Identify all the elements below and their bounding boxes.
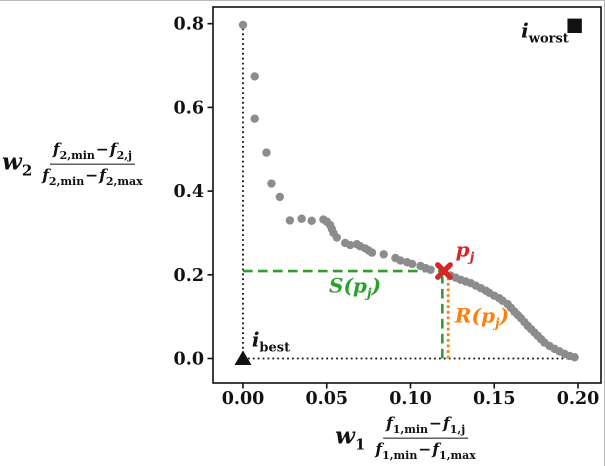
- x-tick-label: 0.20: [557, 389, 600, 409]
- pareto-front-point: [297, 214, 306, 223]
- r-pj-label: R(pj): [454, 303, 510, 332]
- pareto-front-point: [396, 256, 405, 265]
- i-best-marker: [234, 350, 252, 365]
- y-tick-label: 0.6: [174, 98, 204, 118]
- s-pj-label: S(pj): [329, 273, 382, 302]
- plot-frame: [212, 6, 602, 384]
- pareto-front-point: [275, 192, 285, 202]
- y-tick-label: 0.0: [174, 350, 204, 370]
- pareto-front-point: [379, 250, 388, 259]
- i-worst-marker: [567, 18, 582, 33]
- pareto-front-point: [262, 148, 271, 157]
- i-worst-label: iworst: [521, 18, 569, 47]
- p-j-marker: [435, 262, 453, 280]
- pareto-front-point: [570, 353, 579, 362]
- pareto-front-point: [426, 265, 435, 274]
- x-tick-label: 0.00: [222, 389, 265, 409]
- weight-symbol: w2: [2, 148, 33, 179]
- pareto-front-point: [332, 233, 341, 242]
- x-tick-label: 0.10: [389, 389, 432, 409]
- y-tick-label: 0.2: [174, 266, 204, 286]
- x-tick-label: 0.15: [473, 389, 516, 409]
- pareto-front-point: [346, 240, 355, 250]
- y-tick-label: 0.4: [174, 182, 204, 202]
- pareto-front-point: [285, 216, 295, 225]
- pareto-front-point: [250, 72, 259, 81]
- normalization-fraction: f2,min−f2,j f2,min−f2,max: [42, 139, 143, 188]
- pareto-front-point: [367, 248, 377, 257]
- i-best-label: ibest: [251, 327, 291, 356]
- pareto-front-point: [407, 259, 417, 269]
- pareto-front-point: [267, 179, 276, 188]
- y-axis-label: w2 f2,min−f2,j f2,min−f2,max: [2, 140, 146, 189]
- pareto-front-point: [238, 20, 248, 30]
- weight-symbol: w1: [335, 422, 366, 453]
- y-tick-label: 0.8: [174, 15, 204, 35]
- normalization-fraction: f1,min−f1,j f1,min−f1,max: [375, 413, 476, 462]
- x-axis-label: w1 f1,min−f1,j f1,min−f1,max: [335, 414, 479, 463]
- x-tick-label: 0.05: [305, 389, 348, 409]
- pareto-front-point: [307, 216, 316, 226]
- p-j-label: pj: [455, 237, 475, 266]
- pareto-front-point: [250, 114, 259, 123]
